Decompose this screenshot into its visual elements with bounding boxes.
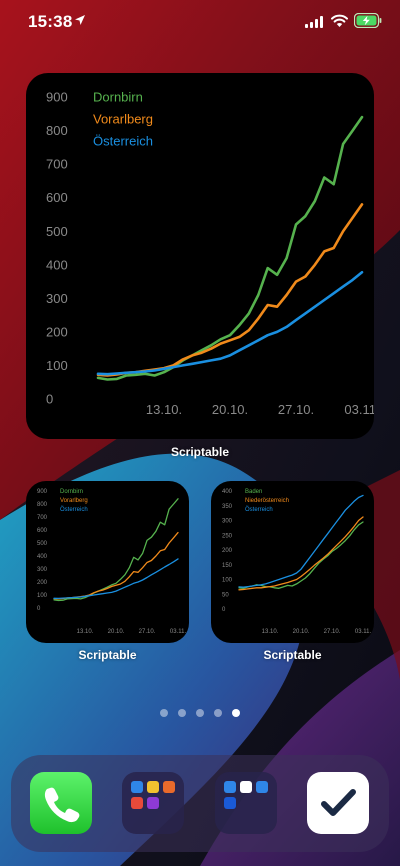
x-tick-label: 20.10. — [212, 402, 248, 417]
y-tick-label: 0 — [46, 392, 53, 407]
legend-entry: Dornbirn — [93, 90, 143, 105]
y-tick-label: 400 — [46, 257, 68, 272]
x-tick-label: 20.10. — [293, 629, 310, 635]
legend-entry: Vorarlberg — [60, 498, 88, 504]
series-line-dornbirn — [53, 498, 179, 602]
y-tick-label: 400 — [222, 489, 233, 495]
series-line-österreich — [238, 494, 364, 588]
y-tick-label: 200 — [46, 324, 68, 339]
browser-icon — [147, 797, 159, 809]
firefox-icon — [163, 781, 175, 793]
series-line-dornbirn — [96, 115, 364, 381]
duckduckgo-icon — [131, 797, 143, 809]
page-dot[interactable] — [214, 709, 222, 717]
y-tick-label: 900 — [46, 90, 68, 105]
y-tick-label: 500 — [46, 224, 68, 239]
cellular-signal-icon — [305, 16, 323, 28]
status-time: 15:38 — [28, 12, 73, 31]
widget-label-small-2: Scriptable — [263, 648, 322, 662]
location-arrow-icon — [75, 15, 85, 25]
y-tick-label: 300 — [222, 519, 233, 525]
nav-arrow-icon — [224, 797, 236, 809]
app-folder-2[interactable] — [215, 772, 277, 834]
y-tick-label: 250 — [222, 533, 233, 539]
series-line-niederösterreich — [238, 516, 364, 591]
y-tick-label: 900 — [37, 489, 48, 495]
legend-entry: Vorarlberg — [93, 112, 153, 127]
y-tick-label: 200 — [37, 580, 48, 586]
y-tick-label: 600 — [46, 190, 68, 205]
y-tick-label: 500 — [37, 541, 48, 547]
y-tick-label: 300 — [37, 567, 48, 573]
messenger-icon — [256, 781, 268, 793]
checkmark-icon — [320, 785, 356, 821]
y-tick-label: 700 — [46, 157, 68, 172]
y-tick-label: 100 — [46, 358, 68, 373]
line-chart-large: 0 100 200 300 400 500 600 700 800 900 13.10. 20.10.… — [46, 90, 374, 417]
y-tick-label: 100 — [37, 593, 48, 599]
x-tick-label: 20.10. — [108, 629, 125, 635]
x-tick-label: 13.10. — [77, 629, 94, 635]
series-line-vorarlberg — [96, 203, 364, 377]
page-dot[interactable] — [160, 709, 168, 717]
x-tick-label: 27.10. — [324, 629, 341, 635]
y-tick-label: 300 — [46, 291, 68, 306]
y-tick-label: 800 — [46, 123, 68, 138]
y-tick-label: 0 — [37, 606, 41, 612]
y-tick-label: 800 — [37, 502, 48, 508]
page-dot[interactable] — [178, 709, 186, 717]
scriptable-widget-small-2[interactable]: 0 50 100 150 200 250 300 350 400 13.10. 20.10. 27.1… — [211, 481, 374, 643]
line-chart-small-2: 0 50 100 150 200 250 300 350 400 13.10. 20.10. 27.1… — [222, 489, 372, 635]
x-tick-label: 03.11. — [355, 629, 372, 635]
legend-entry: Österreich — [93, 134, 153, 149]
series-line-österreich — [53, 558, 179, 600]
scriptable-widget-small-1[interactable]: 0 100 200 300 400 500 600 700 800 900 13.10. 20.10.… — [26, 481, 189, 643]
phone-app-icon[interactable] — [30, 772, 92, 834]
y-tick-label: 100 — [222, 578, 233, 584]
scriptable-widget-large[interactable]: 0 100 200 300 400 500 600 700 800 900 13.10. 20.10.… — [26, 73, 374, 439]
y-tick-label: 350 — [222, 504, 233, 510]
x-tick-label: 27.10. — [278, 402, 314, 417]
page-dot[interactable] — [196, 709, 204, 717]
y-tick-label: 50 — [222, 592, 229, 598]
widget-label-small-1: Scriptable — [78, 648, 137, 662]
y-tick-label: 600 — [37, 528, 48, 534]
phone-handset-icon — [44, 787, 80, 823]
battery-charging-icon — [354, 13, 382, 28]
x-tick-label: 13.10. — [262, 629, 279, 635]
y-tick-label: 0 — [222, 607, 226, 613]
things-app-icon[interactable] — [307, 772, 369, 834]
status-bar: 15:38 — [0, 0, 400, 44]
y-tick-label: 400 — [37, 554, 48, 560]
mail-icon — [224, 781, 236, 793]
gmail-icon — [240, 781, 252, 793]
x-tick-label: 13.10. — [146, 402, 182, 417]
legend-entry: Baden — [245, 489, 262, 495]
legend-entry: Österreich — [60, 506, 88, 513]
chrome-icon — [147, 781, 159, 793]
y-tick-label: 200 — [222, 548, 233, 554]
series-line-baden — [238, 521, 364, 589]
y-tick-label: 700 — [37, 515, 48, 521]
legend-entry: Niederösterreich — [245, 498, 289, 504]
x-tick-label: 03.11. — [344, 402, 374, 417]
legend-entry: Österreich — [245, 506, 273, 513]
x-tick-label: 27.10. — [139, 629, 156, 635]
series-line-österreich — [96, 270, 364, 376]
app-folder-1[interactable] — [122, 772, 184, 834]
widget-label-large: Scriptable — [170, 445, 230, 459]
series-line-vorarlberg — [53, 531, 179, 600]
line-chart-small-1: 0 100 200 300 400 500 600 700 800 900 13.10. 20.10.… — [37, 489, 187, 635]
legend-entry: Dornbirn — [60, 489, 83, 495]
page-dot-active[interactable] — [232, 709, 240, 717]
x-tick-label: 03.11. — [170, 629, 187, 635]
y-tick-label: 150 — [222, 563, 233, 569]
wifi-icon — [331, 14, 348, 27]
page-indicator[interactable] — [0, 709, 400, 719]
safari-icon — [131, 781, 143, 793]
